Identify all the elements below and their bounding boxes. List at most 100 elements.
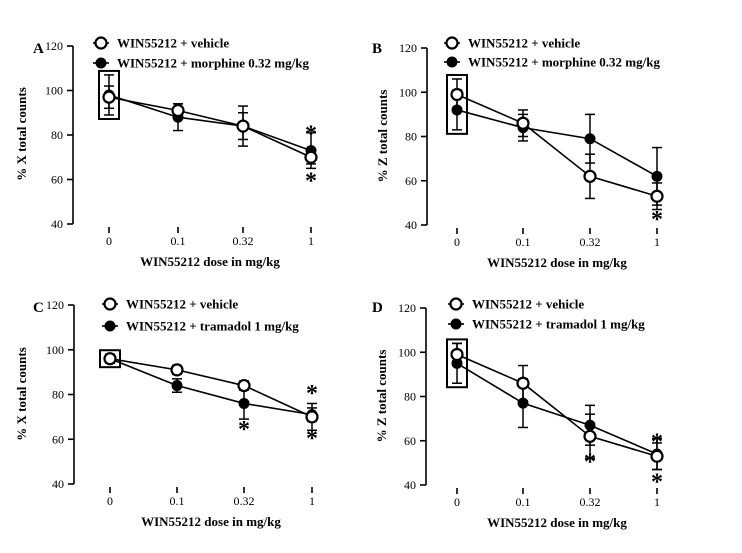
series-line-treatment xyxy=(108,94,312,152)
x-tick-label: 1 xyxy=(308,234,314,248)
y-tick-label: 100 xyxy=(399,85,417,99)
chart-panel-b: B 40 60 80 100 120 0 0.1 0.32 1 WIN55212 dose in m… xyxy=(372,36,664,270)
legend-label: WIN55212 + tramadol 1 mg/kg xyxy=(472,317,645,332)
x-tick-label: 0.1 xyxy=(170,494,185,508)
panel-letter: A xyxy=(33,41,44,57)
x-tick-label: 0.32 xyxy=(234,494,255,508)
legend-marker-treatment xyxy=(95,57,107,69)
x-axis-title: WIN55212 dose in mg/kg xyxy=(140,254,280,269)
data-point-treatment xyxy=(451,104,463,116)
series-line-treatment xyxy=(109,357,313,416)
series-line-treatment xyxy=(456,109,658,178)
x-tick-label: 0.32 xyxy=(580,235,601,249)
y-axis-title: % Z total counts xyxy=(375,90,390,183)
data-point-vehicle xyxy=(650,449,664,463)
y-tick-label: 60 xyxy=(404,434,416,448)
data-point-vehicle xyxy=(450,87,464,102)
data-point-vehicle xyxy=(583,169,597,183)
data-point-treatment xyxy=(584,419,596,431)
y-tick-label: 80 xyxy=(51,128,63,142)
x-axis-title: WIN55212 dose in mg/kg xyxy=(487,255,627,270)
y-tick-label: 120 xyxy=(398,301,416,315)
x-tick-label: 0.1 xyxy=(516,495,531,509)
data-point-treatment xyxy=(517,397,529,409)
data-point-vehicle xyxy=(236,119,250,133)
legend-label: WIN55212 + vehicle xyxy=(468,36,580,51)
data-point-vehicle xyxy=(170,363,184,377)
significance-star: * xyxy=(305,122,317,148)
legend-marker-vehicle xyxy=(449,297,463,311)
legend-marker-treatment xyxy=(104,320,116,332)
x-tick-label: 0.32 xyxy=(580,495,601,509)
y-tick-label: 40 xyxy=(405,218,417,232)
series-line-vehicle xyxy=(456,353,658,458)
y-tick-label: 120 xyxy=(45,39,63,53)
legend-marker-vehicle xyxy=(103,297,117,311)
series-line-vehicle xyxy=(109,357,313,418)
panel-letter: C xyxy=(33,300,44,316)
y-tick-label: 60 xyxy=(405,174,417,188)
y-axis-title: % X total counts xyxy=(14,347,29,441)
legend-marker-vehicle xyxy=(445,36,459,50)
y-tick-label: 80 xyxy=(405,130,417,144)
x-tick-label: 0.1 xyxy=(516,235,531,249)
data-point-vehicle xyxy=(516,376,530,390)
chart-panel-a: A 40 60 80 100 120 0 0.1 0.32 1 WIN55212 dose in m… xyxy=(14,36,318,269)
y-tick-label: 60 xyxy=(51,173,63,187)
baseline-highlight-box xyxy=(98,69,120,120)
y-tick-label: 100 xyxy=(46,343,64,357)
data-point-treatment xyxy=(238,397,250,409)
y-tick-label: 120 xyxy=(399,41,417,55)
legend-label: WIN55212 + vehicle xyxy=(117,36,229,51)
y-tick-label: 120 xyxy=(46,298,64,312)
significance-star: * xyxy=(651,207,663,233)
series-line-treatment xyxy=(456,362,658,455)
significance-star: * xyxy=(305,168,317,194)
legend-marker-vehicle xyxy=(94,36,108,50)
data-point-treatment xyxy=(171,380,183,392)
baseline-highlight-box xyxy=(446,338,468,389)
x-tick-label: 1 xyxy=(654,495,660,509)
x-tick-label: 0 xyxy=(454,495,460,509)
chart-panel-c: C 40 60 80 100 120 0 0.1 0.32 1 WIN55212 dose in m… xyxy=(14,297,319,529)
baseline-highlight-box xyxy=(99,349,121,369)
legend-label: WIN55212 + vehicle xyxy=(126,297,238,312)
baseline-highlight-box xyxy=(446,73,468,135)
significance-star: * xyxy=(651,469,663,495)
data-point-treatment xyxy=(584,133,596,145)
x-tick-label: 1 xyxy=(654,235,660,249)
chart-panel-d: D 40 60 80 100 120 0 0.1 0.32 1 WIN55212 dose in m… xyxy=(372,297,664,530)
legend-label: WIN55212 + vehicle xyxy=(472,297,584,312)
x-tick-label: 0 xyxy=(107,494,113,508)
x-axis-title: WIN55212 dose in mg/kg xyxy=(487,515,627,530)
significance-star: * xyxy=(306,381,318,407)
y-axis-title: % Z total counts xyxy=(374,350,389,443)
x-axis-title: WIN55212 dose in mg/kg xyxy=(141,514,281,529)
data-point-vehicle xyxy=(450,347,464,362)
x-tick-label: 1 xyxy=(309,494,315,508)
y-tick-label: 80 xyxy=(52,388,64,402)
data-point-vehicle xyxy=(305,410,319,424)
x-tick-label: 0.32 xyxy=(233,234,254,248)
legend-label: WIN55212 + morphine 0.32 mg/kg xyxy=(468,55,660,70)
legend-marker-treatment xyxy=(446,56,458,68)
data-point-vehicle xyxy=(237,378,251,393)
data-point-vehicle xyxy=(583,429,597,443)
data-point-vehicle xyxy=(102,90,116,104)
data-point-vehicle xyxy=(171,103,185,118)
data-point-vehicle xyxy=(650,189,664,203)
panel-letter: B xyxy=(372,41,382,57)
y-axis-title: % X total counts xyxy=(14,87,29,181)
data-point-vehicle xyxy=(103,352,117,366)
legend-marker-treatment xyxy=(450,318,462,330)
y-tick-label: 40 xyxy=(51,217,63,231)
y-tick-label: 100 xyxy=(45,84,63,98)
y-tick-label: 60 xyxy=(52,432,64,446)
x-tick-label: 0.1 xyxy=(171,234,186,248)
y-tick-label: 100 xyxy=(398,345,416,359)
series-line-vehicle xyxy=(108,96,312,158)
data-point-vehicle xyxy=(304,150,318,164)
significance-star: * xyxy=(651,430,663,456)
significance-star: * xyxy=(238,417,250,443)
